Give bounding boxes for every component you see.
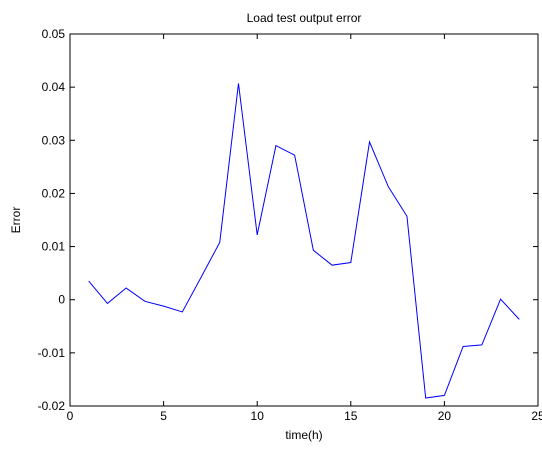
y-tick-label: -0.01: [38, 346, 66, 360]
y-tick-label: 0.01: [42, 240, 66, 254]
y-axis-label: Error: [9, 207, 23, 234]
y-tick-label: 0.04: [42, 80, 66, 94]
y-tick-label: 0.02: [42, 186, 66, 200]
y-tick-label: -0.02: [38, 399, 66, 413]
x-tick-label: 25: [531, 409, 542, 423]
x-tick-label: 15: [344, 409, 358, 423]
y-tick-labels: -0.02 -0.01 0 0.01 0.02 0.03 0.04 0.05: [38, 27, 66, 413]
x-tick-label: 10: [251, 409, 265, 423]
plot-area: [69, 33, 539, 407]
chart-title: Load test output error: [247, 11, 362, 25]
x-tick-label: 20: [438, 409, 452, 423]
y-tick-label: 0.05: [42, 27, 66, 41]
x-tick-label: 0: [67, 409, 74, 423]
tick-marks: [69, 33, 539, 407]
error-series-line: [88, 83, 520, 399]
x-tick-label: 5: [160, 409, 167, 423]
y-tick-label: 0.03: [42, 133, 66, 147]
x-axis-label: time(h): [285, 428, 322, 442]
y-tick-label: 0: [58, 293, 65, 307]
x-tick-labels: 0 5 10 15 20 25: [67, 409, 542, 423]
